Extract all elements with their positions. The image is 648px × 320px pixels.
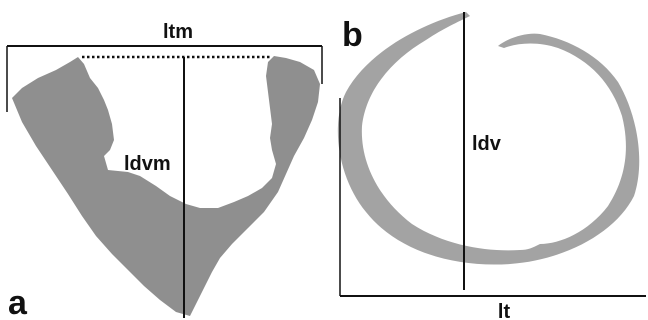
ltm-label: ltm (163, 21, 193, 43)
lt-label: lt (498, 301, 511, 320)
panel-a: ltm ldvm a (6, 21, 323, 320)
panel-a-tissue-section (12, 56, 320, 316)
ldv-label: ldv (472, 133, 502, 155)
panel-b: ldv lt b (337, 12, 646, 320)
ldvm-label: ldvm (124, 153, 171, 175)
panel-a-label: a (8, 284, 28, 320)
panel-b-label: b (342, 16, 363, 54)
